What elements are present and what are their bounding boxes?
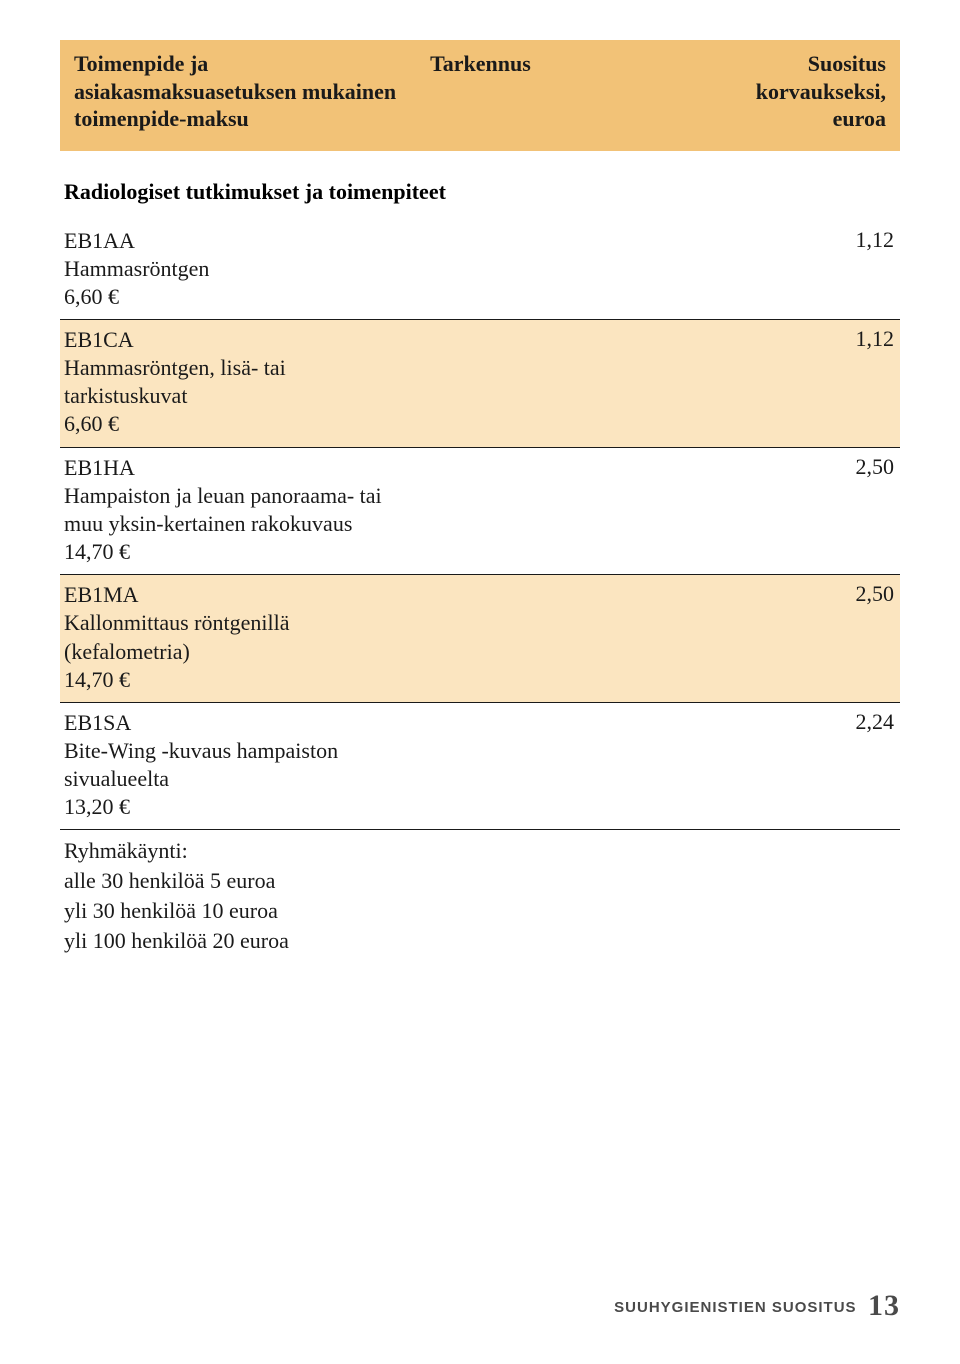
procedure-price: 13,20 € bbox=[64, 793, 400, 821]
procedure-price: 6,60 € bbox=[64, 410, 400, 438]
row-spec-cell bbox=[414, 320, 719, 334]
procedure-code: EB1AA bbox=[64, 227, 400, 255]
row-description-cell: EB1CA Hammasröntgen, lisä- tai tarkistus… bbox=[60, 320, 414, 447]
table-row: EB1HA Hampaiston ja leuan panoraama- tai… bbox=[60, 448, 900, 576]
group-visit-line: alle 30 henkilöä 5 euroa bbox=[64, 866, 896, 896]
table-header-row: Toimenpide ja asiakasmaksuasetuksen muka… bbox=[60, 40, 900, 151]
row-value-cell: 2,24 bbox=[719, 703, 900, 743]
procedure-code: EB1CA bbox=[64, 326, 400, 354]
footer-page-number: 13 bbox=[868, 1289, 900, 1322]
price-table: EB1AA Hammasröntgen 6,60 € 1,12 EB1CA Ha… bbox=[60, 221, 900, 831]
procedure-desc: Hammasröntgen bbox=[64, 255, 400, 283]
table-row: EB1CA Hammasröntgen, lisä- tai tarkistus… bbox=[60, 320, 900, 448]
group-visit-title: Ryhmäkäynti: bbox=[64, 836, 896, 866]
procedure-code: EB1HA bbox=[64, 454, 400, 482]
row-value-cell: 1,12 bbox=[719, 221, 900, 261]
group-visit-line: yli 30 henkilöä 10 euroa bbox=[64, 896, 896, 926]
row-value-cell: 1,12 bbox=[719, 320, 900, 360]
table-row: EB1AA Hammasröntgen 6,60 € 1,12 bbox=[60, 221, 900, 320]
procedure-code: EB1MA bbox=[64, 581, 400, 609]
row-spec-cell bbox=[414, 221, 719, 235]
header-col-3: Suositus korvaukseksi, euroa bbox=[715, 40, 900, 151]
group-visit-note: Ryhmäkäynti: alle 30 henkilöä 5 euroa yl… bbox=[60, 830, 900, 955]
page-footer: SUUHYGIENISTIEN SUOSITUS 13 bbox=[614, 1286, 900, 1320]
section-title: Radiologiset tutkimukset ja toimenpiteet bbox=[64, 179, 900, 205]
procedure-price: 6,60 € bbox=[64, 283, 400, 311]
procedure-desc: Hammasröntgen, lisä- tai tarkistuskuvat bbox=[64, 354, 400, 410]
procedure-desc: Hampaiston ja leuan panoraama- tai muu y… bbox=[64, 482, 400, 538]
group-visit-line: yli 100 henkilöä 20 euroa bbox=[64, 926, 896, 956]
row-value-cell: 2,50 bbox=[719, 575, 900, 615]
row-description-cell: EB1AA Hammasröntgen 6,60 € bbox=[60, 221, 414, 319]
header-col-1: Toimenpide ja asiakasmaksuasetuksen muka… bbox=[60, 40, 416, 151]
procedure-desc: Kallonmittaus röntgenillä (kefalometria) bbox=[64, 609, 400, 665]
row-description-cell: EB1MA Kallonmittaus röntgenillä (kefalom… bbox=[60, 575, 414, 702]
row-spec-cell bbox=[414, 448, 719, 462]
page-content: Toimenpide ja asiakasmaksuasetuksen muka… bbox=[0, 0, 960, 955]
row-spec-cell bbox=[414, 703, 719, 717]
footer-label: SUUHYGIENISTIEN SUOSITUS bbox=[614, 1299, 856, 1316]
procedure-price: 14,70 € bbox=[64, 538, 400, 566]
header-col-2: Tarkennus bbox=[416, 40, 715, 151]
procedure-code: EB1SA bbox=[64, 709, 400, 737]
row-description-cell: EB1SA Bite-Wing -kuvaus hampaiston sivua… bbox=[60, 703, 414, 830]
table-row: EB1SA Bite-Wing -kuvaus hampaiston sivua… bbox=[60, 703, 900, 831]
row-spec-cell bbox=[414, 575, 719, 589]
row-value-cell: 2,50 bbox=[719, 448, 900, 488]
procedure-price: 14,70 € bbox=[64, 666, 400, 694]
table-row: EB1MA Kallonmittaus röntgenillä (kefalom… bbox=[60, 575, 900, 703]
procedure-desc: Bite-Wing -kuvaus hampaiston sivualueelt… bbox=[64, 737, 400, 793]
row-description-cell: EB1HA Hampaiston ja leuan panoraama- tai… bbox=[60, 448, 414, 575]
